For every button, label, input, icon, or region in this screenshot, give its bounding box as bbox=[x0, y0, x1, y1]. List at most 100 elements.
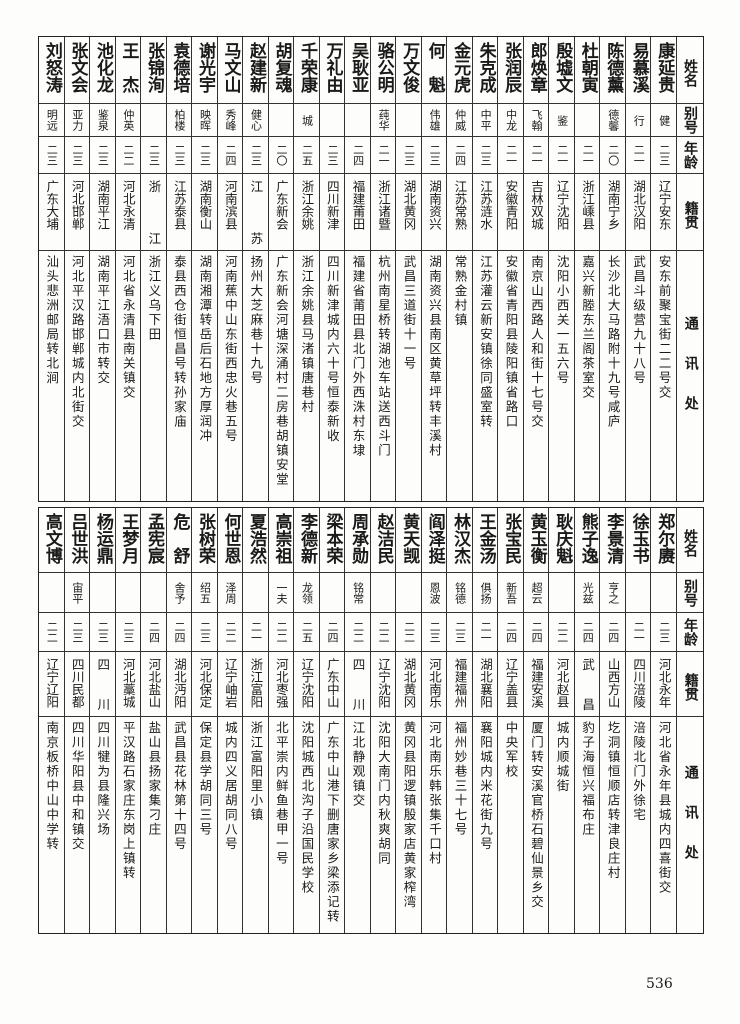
person-name: 危 舒 bbox=[166, 508, 192, 573]
person-age: 二三 bbox=[39, 137, 64, 174]
person-alias bbox=[243, 573, 268, 613]
person-name: 周承勋 bbox=[345, 508, 370, 573]
person-age: 二一 bbox=[549, 137, 574, 174]
person-name: 林汉杰 bbox=[447, 508, 472, 573]
person-alias: 仲英 bbox=[115, 104, 141, 137]
person-age: 二一 bbox=[523, 137, 549, 174]
person-name: 徐玉书 bbox=[625, 508, 651, 573]
person-row: 梁本荣 二四 广东中山 广东中山港下删唐家乡梁添记转 bbox=[318, 508, 345, 933]
person-address: 浙江富阳里小镇 bbox=[248, 721, 264, 823]
person-name: 万礼由 bbox=[319, 37, 345, 104]
person-native: 河北永清 bbox=[115, 174, 141, 251]
person-alias: 映晖 bbox=[192, 104, 217, 137]
person-row: 黄天觊 二二 湖北黄冈 黄冈县阳逻镇殷家店黄家榨湾 bbox=[395, 508, 421, 933]
person-name: 千荣康 bbox=[294, 37, 319, 104]
person-alias: 德馨 bbox=[600, 104, 625, 137]
person-native: 江苏涟水 bbox=[472, 174, 498, 251]
person-address: 扬州大芝麻巷十九号 bbox=[248, 255, 264, 386]
person-native: 四川新津 bbox=[319, 174, 345, 251]
person-row: 胡复魂 二〇 广东新会 广东新会河塘深涌村二房巷胡镇安堂 bbox=[267, 37, 294, 501]
person-alias: 明远 bbox=[39, 104, 64, 137]
person-native: 四川涪陵 bbox=[625, 652, 651, 717]
person-row: 何 魁伟雄 二三 湖南资兴 湖南资兴县南区黄草坪转丰溪村 bbox=[420, 37, 447, 501]
person-name: 朱克成 bbox=[472, 37, 498, 104]
person-age: 二二 bbox=[370, 613, 396, 652]
person-native: 江苏常熟 bbox=[447, 174, 472, 251]
person-alias: 亚力 bbox=[64, 104, 90, 137]
person-alias: 鉴 bbox=[549, 104, 574, 137]
person-name: 赵洁民 bbox=[370, 508, 396, 573]
person-alias bbox=[396, 104, 421, 137]
person-age: 二三 bbox=[64, 613, 90, 652]
page-number: 536 bbox=[646, 976, 673, 992]
person-alias bbox=[345, 104, 370, 137]
person-age: 二三 bbox=[651, 613, 676, 652]
header-column: 姓名 别号 年龄 籍贯 通讯处 bbox=[676, 37, 703, 501]
person-row: 康延贵健二三 辽宁安东 安东前聚宝街二二号交 bbox=[650, 37, 676, 501]
person-name: 骆公明 bbox=[370, 37, 396, 104]
person-native: 湖北沔阳 bbox=[166, 652, 192, 717]
person-alias: 铭常 bbox=[345, 573, 370, 613]
person-address: 豹子海恒兴福布庄 bbox=[580, 721, 596, 837]
person-name: 谢光宇 bbox=[192, 37, 217, 104]
person-row: 易慕溪行二一 湖北汉阳 武昌斗级营九十八号 bbox=[624, 37, 651, 501]
person-alias bbox=[370, 573, 396, 613]
person-alias: 莼华 bbox=[370, 104, 396, 137]
person-address: 四川华阳县中和镇交 bbox=[69, 721, 85, 852]
person-row: 李德新 龙领 二五 辽宁沈阳 沈阳城西北沟子沿国民学校 bbox=[293, 508, 319, 933]
person-age: 二一 bbox=[472, 613, 498, 652]
person-row: 赵洁民 二二 辽宁沈阳 沈阳大南门内秋爽胡同 bbox=[369, 508, 396, 933]
person-age: 二二 bbox=[268, 613, 294, 652]
person-native: 河北保定 bbox=[192, 652, 217, 717]
header-alias: 别号 bbox=[677, 573, 703, 613]
person-row: 高文博 二二 辽宁辽阳 南京板桥中山中学转 bbox=[39, 508, 64, 933]
person-address: 河北南乐韩张集千口村 bbox=[426, 721, 442, 866]
person-native: 浙江嵊县 bbox=[574, 174, 600, 251]
person-native: 广东中山 bbox=[319, 652, 345, 717]
person-age: 二四 bbox=[600, 613, 625, 652]
roster-table-top: 姓名 别号 年龄 籍贯 通讯处 康延贵健二三 辽宁安东 安东前聚宝街二二号交 易慕溪行二一 湖北汉… bbox=[38, 36, 704, 502]
person-alias: 铭德 bbox=[447, 573, 472, 613]
person-age: 二〇 bbox=[600, 137, 625, 174]
person-native: 辽宁盖县 bbox=[498, 652, 523, 717]
person-native: 安徽青阳 bbox=[498, 174, 523, 251]
person-name: 张润辰 bbox=[498, 37, 523, 104]
person-address: 湖南平江浯口市转交 bbox=[95, 255, 111, 386]
person-row: 何世恩 泽周 二二 辽宁岫岩 城内四义居胡同八号 bbox=[216, 508, 243, 933]
person-alias: 恩波 bbox=[421, 573, 447, 613]
person-name: 何世恩 bbox=[217, 508, 243, 573]
person-alias: 伟雄 bbox=[421, 104, 447, 137]
person-native: 河北永年 bbox=[651, 652, 676, 717]
person-address: 平汉路石家庄东岗上镇转 bbox=[120, 721, 136, 881]
person-name: 张宝民 bbox=[498, 508, 523, 573]
person-address: 南京山西路人和街十七号交 bbox=[529, 255, 545, 429]
person-address: 北平崇内鲜鱼巷甲一号 bbox=[273, 721, 289, 866]
person-row: 郑尔赓 二三 河北永年 河北省永年县城内四喜街交 bbox=[650, 508, 676, 933]
person-address: 城内四义居胡同八号 bbox=[222, 721, 238, 852]
person-native: 辽宁岫岩 bbox=[217, 652, 243, 717]
person-alias bbox=[90, 573, 115, 613]
person-alias: 秀峰 bbox=[217, 104, 243, 137]
person-age: 二三 bbox=[64, 137, 90, 174]
person-name: 吕世洪 bbox=[64, 508, 90, 573]
person-name: 李景清 bbox=[600, 508, 625, 573]
person-native: 河北藁城 bbox=[115, 652, 141, 717]
person-native: 辽宁沈阳 bbox=[549, 174, 574, 251]
person-address: 河北省永年县城内四喜街交 bbox=[656, 721, 672, 895]
person-name: 高文博 bbox=[39, 508, 64, 573]
person-name: 张锦洵 bbox=[141, 37, 166, 104]
person-native: 浙江富阳 bbox=[243, 652, 268, 717]
person-row: 张文会 亚力 二三 河北邯郸 河北平汉路邯郸城内北街交 bbox=[63, 37, 90, 501]
person-row: 金元虎 仲威 二四 江苏常熟 常熟金村镇 bbox=[446, 37, 472, 501]
person-age: 二三 bbox=[90, 137, 115, 174]
person-alias: 健 bbox=[651, 104, 676, 137]
person-native: 吉林双城 bbox=[523, 174, 549, 251]
person-age: 二二 bbox=[39, 613, 64, 652]
person-name: 郎焕章 bbox=[523, 37, 549, 104]
person-row: 郎焕章 飞翰 二一 吉林双城 南京山西路人和街十七号交 bbox=[522, 37, 549, 501]
person-native: 辽宁安东 bbox=[651, 174, 676, 251]
person-age: 二三 bbox=[141, 137, 166, 174]
person-name: 陈德薰 bbox=[600, 37, 625, 104]
person-address: 厦门转安溪官桥石碧仙景乡交 bbox=[529, 721, 545, 910]
person-age: 二二 bbox=[549, 613, 574, 652]
